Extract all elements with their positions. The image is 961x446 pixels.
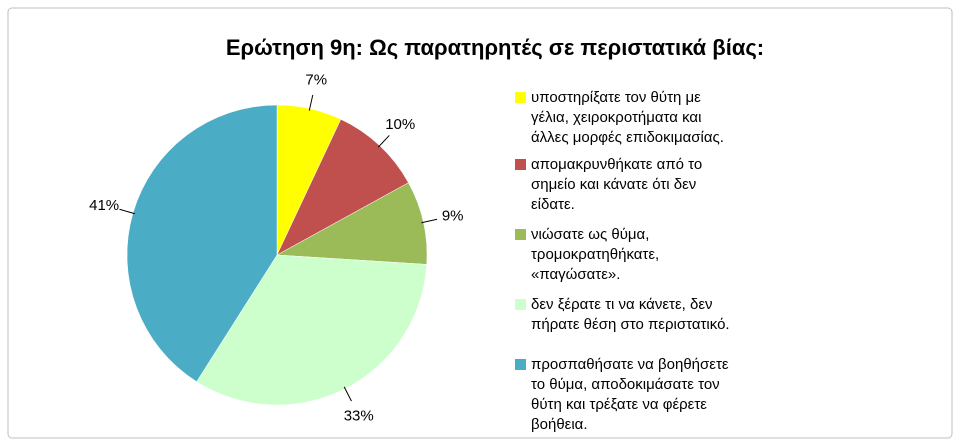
- legend-swatch: [515, 299, 526, 310]
- data-label: 7%: [305, 71, 327, 88]
- legend-label: υποστηρίξατε τον θύτη με γέλια, χειροκρο…: [531, 89, 724, 146]
- legend-label: δεν ξέρατε τι να κάνετε, δεν πήρατε θέση…: [531, 296, 730, 333]
- legend-item: προσπαθήσατε να βοηθήσετε το θύμα, αποδο…: [515, 355, 740, 435]
- legend-swatch: [515, 92, 526, 103]
- legend-item: υποστηρίξατε τον θύτη με γέλια, χειροκρο…: [515, 88, 740, 148]
- legend-swatch: [515, 229, 526, 240]
- legend-label: νιώσατε ως θύμα, τρομοκρατηθήκατε, «παγώ…: [531, 226, 660, 283]
- data-label: 9%: [442, 208, 464, 225]
- legend-item: νιώσατε ως θύμα, τρομοκρατηθήκατε, «παγώ…: [515, 225, 740, 285]
- legend-item: απομακρυνθήκατε από το σημείο και κάνατε…: [515, 155, 740, 215]
- data-label: 10%: [385, 116, 415, 133]
- legend-item: δεν ξέρατε τι να κάνετε, δεν πήρατε θέση…: [515, 295, 740, 335]
- data-label: 33%: [344, 407, 374, 424]
- leader-line: [343, 386, 352, 402]
- legend-label: απομακρυνθήκατε από το σημείο και κάνατε…: [531, 156, 703, 213]
- legend-swatch: [515, 359, 526, 370]
- data-label: 41%: [89, 197, 119, 214]
- legend-swatch: [515, 159, 526, 170]
- leader-line: [308, 94, 314, 111]
- leader-line: [119, 208, 136, 215]
- leader-line: [377, 135, 390, 148]
- chart-title: Ερώτηση 9η: Ως παρατηρητές σε περιστατικ…: [226, 35, 764, 60]
- legend-label: προσπαθήσατε να βοηθήσετε το θύμα, αποδο…: [531, 356, 729, 433]
- leader-line: [421, 218, 438, 224]
